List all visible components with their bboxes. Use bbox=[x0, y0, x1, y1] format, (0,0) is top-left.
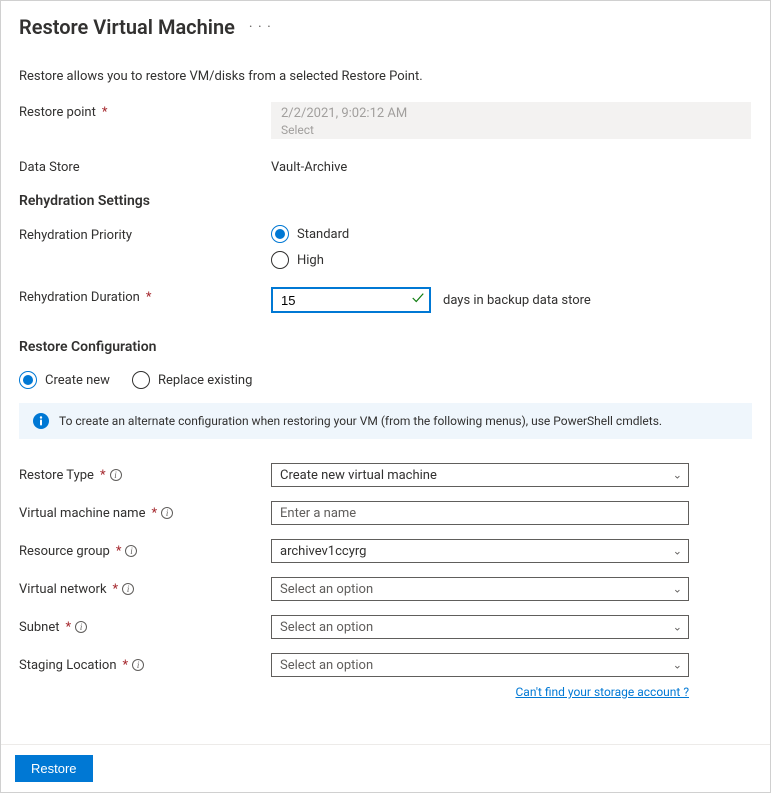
info-icon[interactable]: i bbox=[161, 507, 173, 519]
rehydration-section-title: Rehydration Settings bbox=[19, 193, 752, 209]
info-icon[interactable]: i bbox=[132, 659, 144, 671]
restore-point-select-link[interactable]: Select bbox=[281, 123, 314, 137]
subnet-select[interactable]: Select an option ⌄ bbox=[271, 615, 689, 639]
storage-account-help-link[interactable]: Can't find your storage account ? bbox=[515, 685, 689, 699]
restore-config-section-title: Restore Configuration bbox=[19, 339, 752, 355]
intro-text: Restore allows you to restore VM/disks f… bbox=[19, 69, 752, 84]
chevron-down-icon: ⌄ bbox=[673, 659, 682, 672]
data-store-label: Data Store bbox=[19, 157, 271, 175]
chevron-down-icon: ⌄ bbox=[673, 621, 682, 634]
radio-icon bbox=[271, 225, 289, 243]
priority-high-radio[interactable]: High bbox=[271, 251, 752, 269]
info-icon bbox=[33, 413, 49, 429]
restore-point-value[interactable]: 2/2/2021, 9:02:12 AM Select bbox=[271, 102, 751, 139]
mode-replace-radio[interactable]: Replace existing bbox=[132, 371, 252, 389]
restore-button[interactable]: Restore bbox=[15, 755, 93, 782]
info-icon[interactable]: i bbox=[122, 583, 134, 595]
priority-standard-radio[interactable]: Standard bbox=[271, 225, 752, 243]
staging-ling-label presently: Staging Location* i bbox=[19, 658, 271, 673]
duration-hint: days in backup data store bbox=[443, 293, 591, 308]
resource-group-select[interactable]: archivev1ccyrg ⌄ bbox=[271, 539, 689, 563]
restore-point-label: Restore point* bbox=[19, 102, 271, 120]
rehydration-priority-group: Standard High bbox=[271, 225, 752, 269]
info-icon[interactable]: i bbox=[75, 621, 87, 633]
radio-icon bbox=[132, 371, 150, 389]
resource-group-label: Resource group* i bbox=[19, 544, 271, 559]
radio-icon bbox=[19, 371, 37, 389]
subnet-label: Subnet* i bbox=[19, 620, 271, 635]
more-actions-icon[interactable]: · · · bbox=[249, 19, 272, 35]
info-icon[interactable]: i bbox=[110, 469, 122, 481]
rehydration-duration-input[interactable] bbox=[271, 287, 431, 313]
rehydration-priority-label: Rehydration Priority bbox=[19, 225, 271, 243]
vm-name-input[interactable]: Enter a name bbox=[271, 501, 689, 525]
chevron-down-icon: ⌄ bbox=[673, 545, 682, 558]
rehydration-duration-label: Rehydration Duration* bbox=[19, 287, 271, 305]
info-banner: To create an alternate configuration whe… bbox=[19, 403, 752, 439]
page-title: Restore Virtual Machine bbox=[19, 15, 235, 39]
chevron-down-icon: ⌄ bbox=[673, 583, 682, 596]
virtual-network-select[interactable]: Select an option ⌄ bbox=[271, 577, 689, 601]
staging-location-select[interactable]: Select an option ⌄ bbox=[271, 653, 689, 677]
checkmark-icon bbox=[411, 291, 425, 309]
info-icon[interactable]: i bbox=[125, 545, 137, 557]
restore-type-select[interactable]: Create new virtual machine ⌄ bbox=[271, 463, 689, 487]
chevron-down-icon: ⌄ bbox=[673, 469, 682, 482]
radio-icon bbox=[271, 251, 289, 269]
restore-mode-group: Create new Replace existing bbox=[19, 371, 752, 389]
data-store-value: Vault-Archive bbox=[271, 157, 752, 175]
mode-create-radio[interactable]: Create new bbox=[19, 371, 110, 389]
vm-name-label: Virtual machine name* i bbox=[19, 506, 271, 521]
virtual-network-label: Virtual network* i bbox=[19, 582, 271, 597]
restore-type-label: Restore Type* i bbox=[19, 468, 271, 483]
